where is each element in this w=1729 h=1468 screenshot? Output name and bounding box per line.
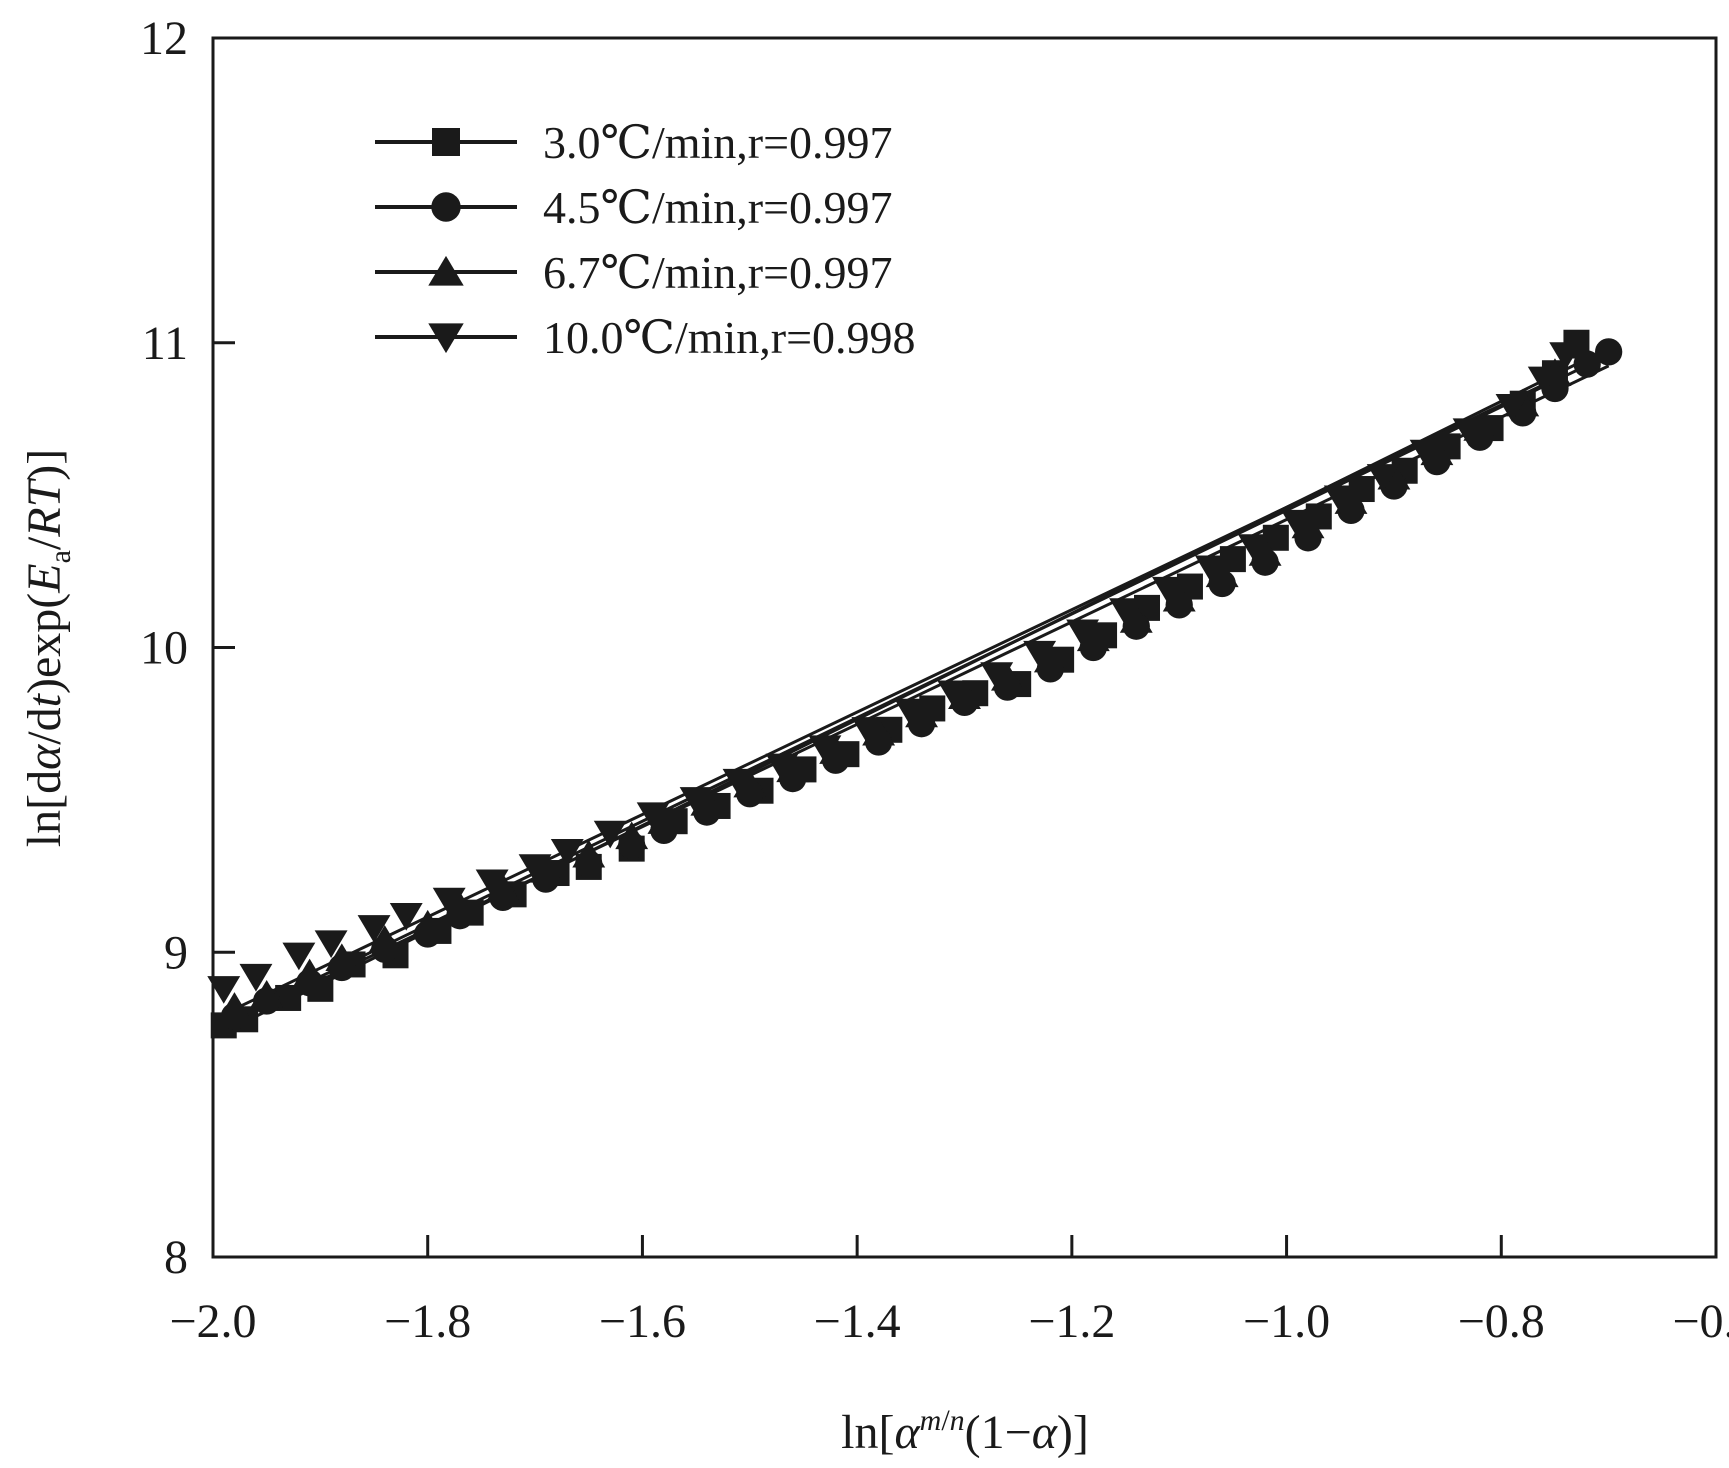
x-axis-title: ln[αm/n(1−α)] (841, 1404, 1089, 1459)
x-tick-label: −1.8 (384, 1295, 471, 1348)
data-point-series-4 (722, 768, 756, 797)
data-point-series-4 (1527, 366, 1561, 395)
x-tick-label: −2.0 (169, 1295, 256, 1348)
data-point-series-4 (1323, 485, 1357, 514)
y-tick-label: 12 (140, 12, 188, 65)
data-point-series-3 (615, 821, 649, 850)
data-point-series-4 (894, 698, 928, 727)
legend-marker-square (432, 128, 460, 156)
x-tick-label: −1.2 (1028, 1295, 1115, 1348)
data-point-series-4 (1280, 509, 1314, 538)
data-point-series-4 (1194, 555, 1228, 584)
data-point-series-4 (314, 930, 348, 959)
data-point-series-4 (679, 787, 713, 815)
legend: 3.0℃/min,r=0.997 4.5℃/min,r=0.997 6.7℃/min… (375, 117, 916, 363)
data-point-series-4 (1366, 464, 1400, 492)
data-point-series-3 (218, 992, 251, 1020)
data-point-series-4 (808, 735, 842, 764)
data-point-series-3 (1205, 559, 1239, 588)
data-point-series-3 (411, 909, 445, 938)
data-point-series-4 (282, 942, 316, 971)
data-point-series-3 (647, 806, 681, 834)
legend-marker-triangle-up (428, 255, 464, 286)
x-tick-label: −1.0 (1243, 1295, 1330, 1348)
data-point-series-3 (1033, 644, 1067, 673)
data-point-series-4 (1495, 394, 1529, 422)
data-point-series-3 (1076, 623, 1110, 652)
y-tick-label: 10 (140, 622, 188, 675)
data-point-series-4 (1109, 598, 1142, 626)
data-point-series-4 (1237, 534, 1271, 562)
data-point-series-4 (239, 963, 273, 992)
data-point-series-4 (1409, 439, 1443, 468)
data-point-series-4 (1549, 342, 1583, 370)
data-point-series-4 (389, 902, 423, 931)
data-point-series-4 (475, 869, 509, 898)
data-point-series-4 (207, 976, 241, 1004)
data-point-series-4 (1152, 576, 1185, 605)
y-tick-label: 8 (164, 1231, 188, 1284)
data-point-series-4 (980, 662, 1014, 690)
x-tick-label: −1.6 (599, 1295, 686, 1348)
data-point-series-3 (486, 873, 520, 901)
data-point-series-4 (1023, 640, 1057, 669)
data-point-series-3 (1162, 583, 1196, 612)
y-axis-title: ln[dα/dt)exp(Ea/RT)] (18, 449, 77, 847)
x-tick-label: −0.6 (1672, 1295, 1729, 1348)
data-point-series-4 (593, 820, 627, 849)
axis-ticks: −2.0 −1.8 −1.6 −1.4 −1.2 −1.0 −0.8 −0.6 8 9 10 11 12 (140, 12, 1729, 1348)
data-point-series-4 (765, 753, 799, 782)
x-tick-label: −0.8 (1458, 1295, 1545, 1348)
legend-marker-triangle-down (428, 323, 464, 354)
legend-label: 10.0℃/min,r=0.998 (543, 312, 916, 363)
data-point-series-3 (293, 958, 327, 987)
legend-label: 4.5℃/min,r=0.997 (543, 182, 893, 233)
data-point-series-3 (1248, 538, 1282, 566)
legend-label: 3.0℃/min,r=0.997 (543, 117, 893, 168)
data-point-series-4 (937, 680, 971, 709)
y-tick-label: 11 (142, 317, 188, 370)
data-point-series-4 (432, 887, 466, 916)
data-point-series-4 (851, 717, 885, 745)
data-point-series-3 (250, 979, 284, 1008)
y-tick-label: 9 (164, 926, 188, 979)
data-point-series-3 (325, 943, 359, 972)
data-markers (207, 329, 1623, 1039)
fit-line-series-4 (212, 372, 1567, 1021)
data-point-series-4 (1066, 619, 1100, 648)
x-tick-label: −1.4 (814, 1295, 901, 1348)
data-point-series-2 (1594, 338, 1623, 366)
data-point-series-3 (443, 891, 477, 920)
data-point-series-4 (518, 854, 552, 882)
legend-marker-circle (431, 192, 461, 222)
data-point-series-4 (357, 915, 391, 943)
data-point-series-3 (1119, 605, 1153, 633)
data-point-series-3 (572, 839, 606, 868)
data-point-series-3 (368, 925, 402, 953)
data-point-series-4 (550, 838, 584, 867)
legend-label: 6.7℃/min,r=0.997 (543, 247, 893, 298)
data-point-series-4 (636, 802, 670, 831)
plot-frame (211, 36, 1718, 1259)
data-point-series-4 (1452, 418, 1486, 447)
